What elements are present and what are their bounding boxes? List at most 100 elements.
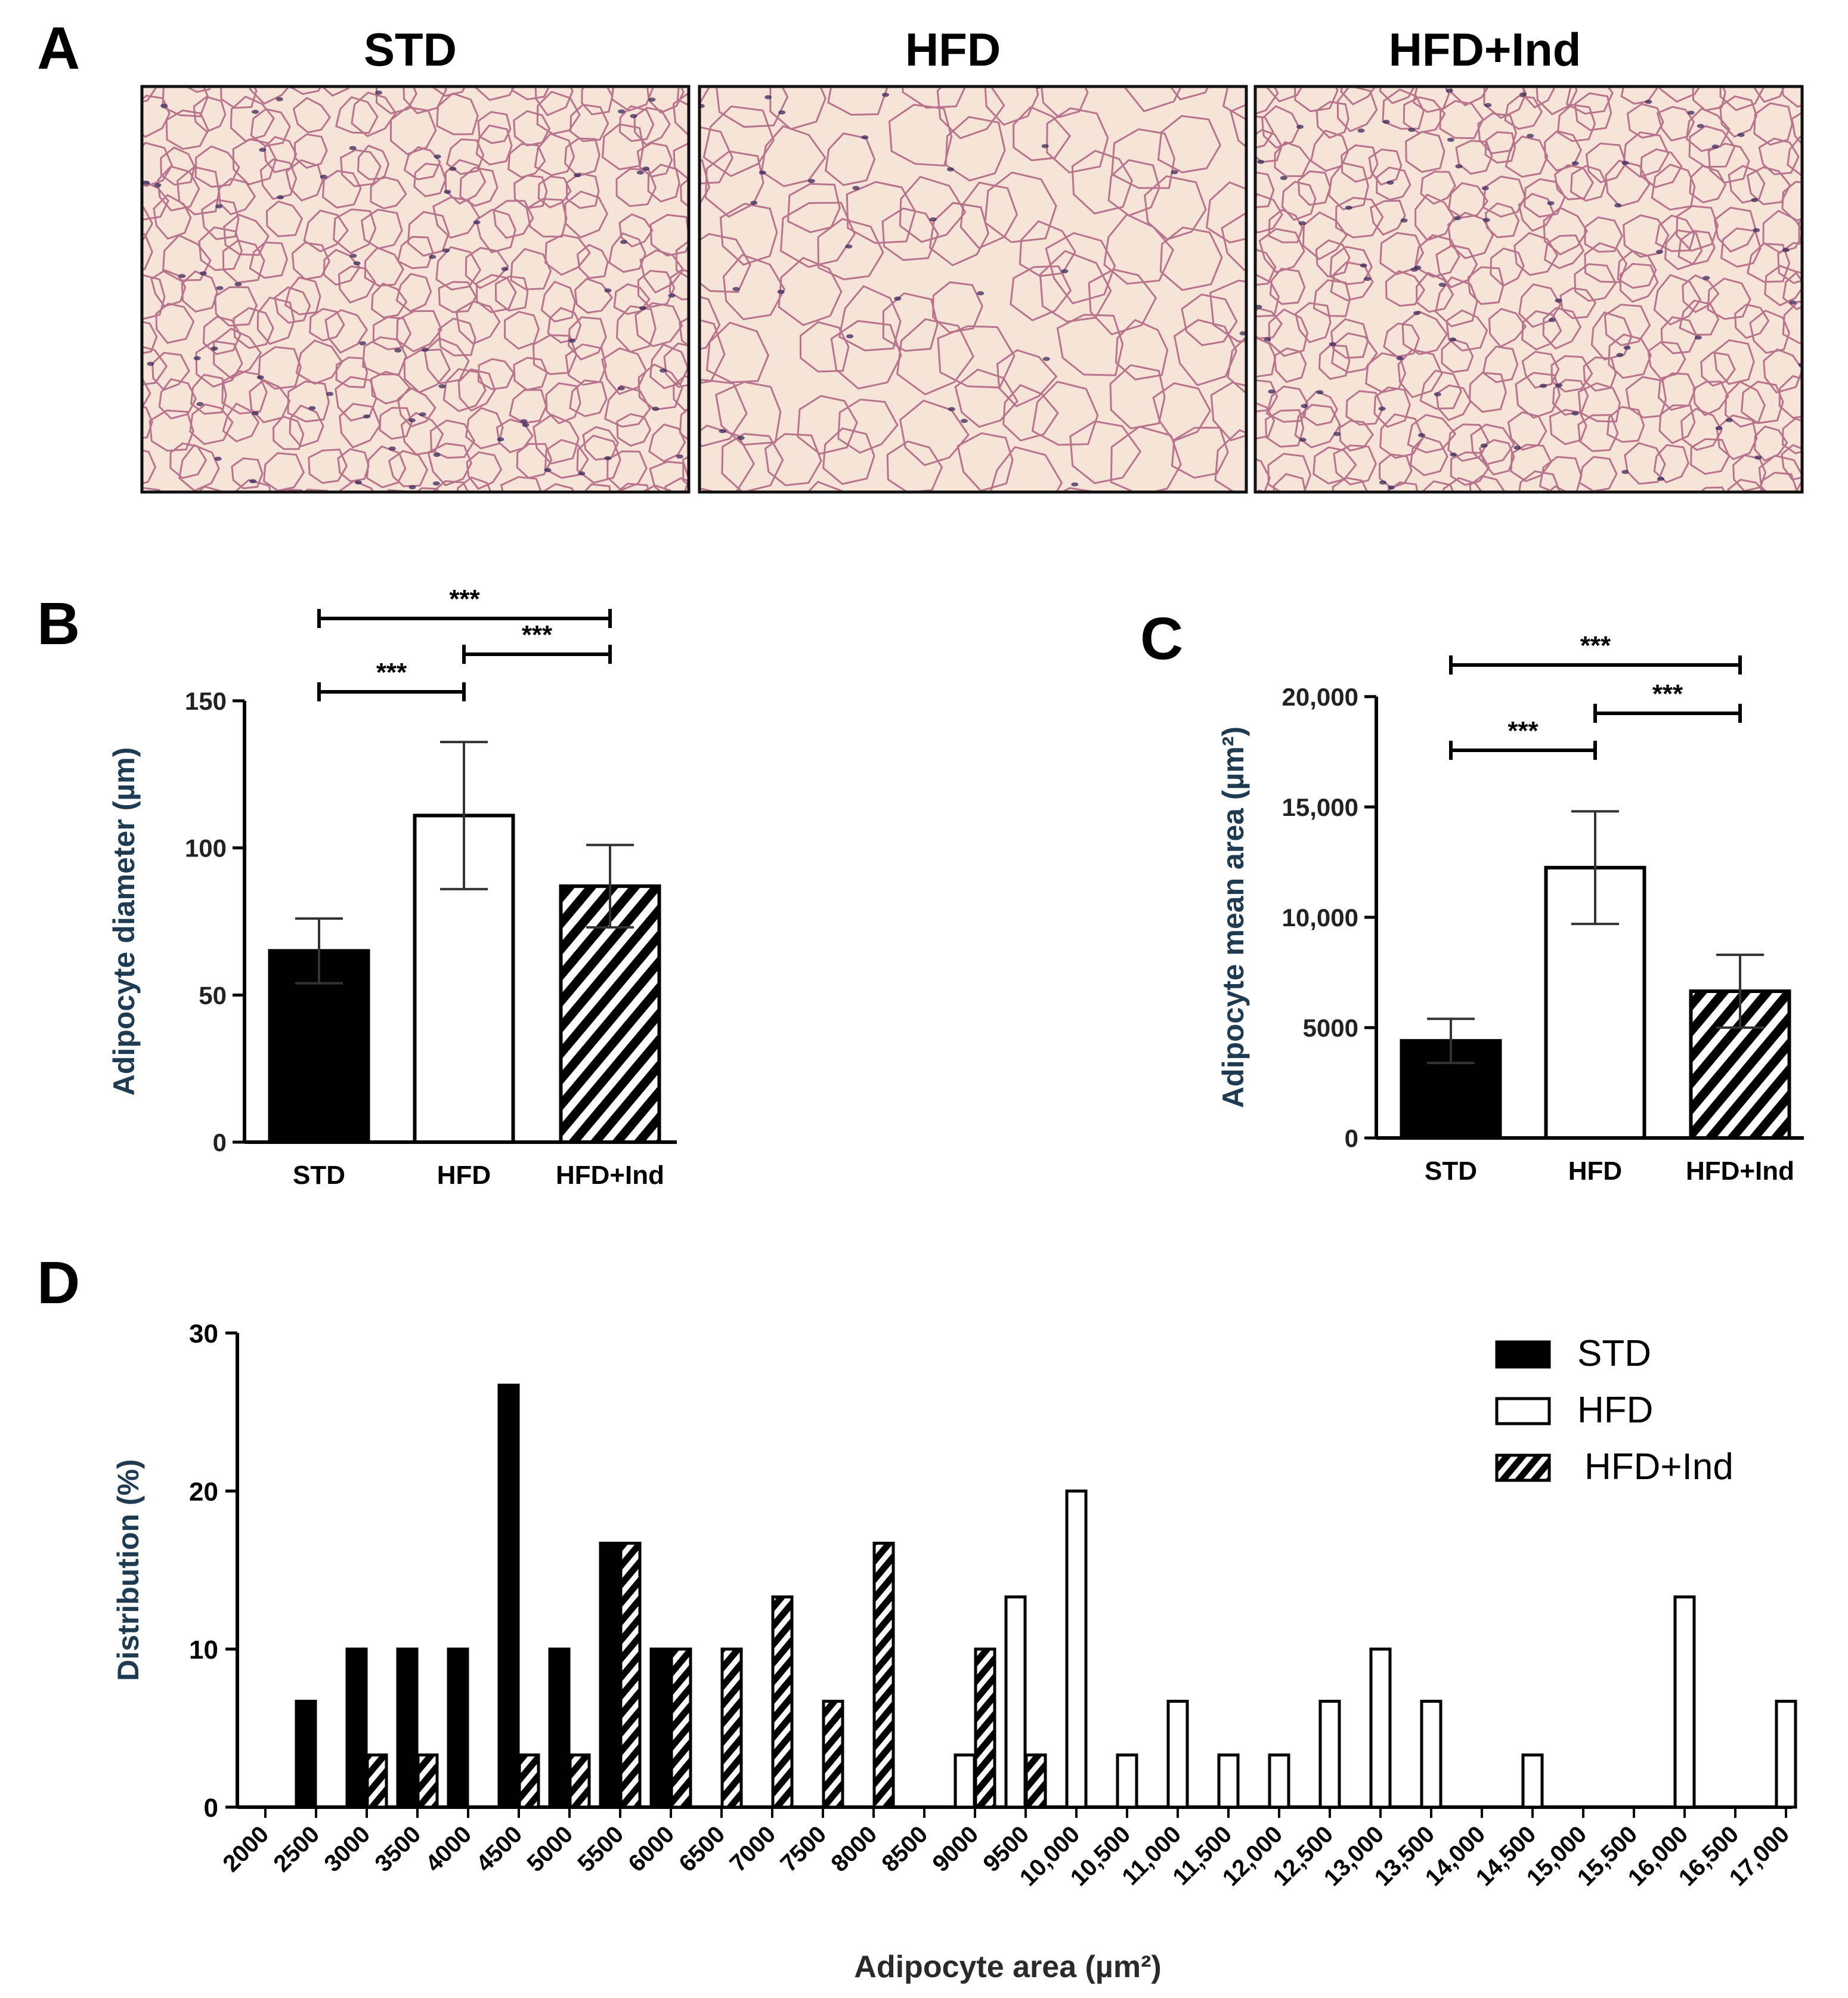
series-hfd-ind	[366, 1541, 1047, 1809]
significance-label: ***	[1652, 679, 1683, 709]
significance-bracket	[1449, 741, 1597, 760]
series-std	[295, 1383, 672, 1809]
bar-hfd-9500	[1004, 1595, 1027, 1809]
significance-label: ***	[1508, 716, 1539, 746]
bar-hfd-ind-7000	[771, 1595, 794, 1809]
legend: STD HFD HFD+Ind	[1495, 1333, 1734, 1487]
bar-hfd-10500	[1116, 1753, 1138, 1809]
y-tick-label: 50	[199, 981, 227, 1009]
adipocyte-cells	[699, 86, 1246, 492]
bar-hfd-ind-3500	[416, 1753, 439, 1809]
bar-hfd-ind-3000	[366, 1753, 388, 1809]
x-tick-label: 6500	[674, 1821, 730, 1877]
chart-c: 0 5000 10,000 15,000 20,000 Adipocyte mean ar…	[1216, 631, 1804, 1186]
error-bar-std	[1427, 1017, 1475, 1065]
chart-b: 0 50 100 150 Adipocyte diameter (µm) STD HFD HF…	[107, 584, 677, 1190]
bar-hfd-ind-6000	[670, 1647, 692, 1809]
bar-std-5000	[548, 1647, 571, 1809]
x-tick-label: 5500	[572, 1821, 629, 1877]
y-tick-label: 0	[213, 1128, 227, 1156]
y-tick-label: 15,000	[1282, 793, 1358, 821]
y-tick-label: 100	[185, 834, 227, 862]
x-axis-label: Adipocyte area (µm²)	[854, 1950, 1161, 1984]
x-tick-label-hfd: HFD	[1568, 1156, 1622, 1186]
error-bar-hfd	[440, 741, 488, 890]
bar-hfd-17000	[1775, 1699, 1797, 1809]
micrograph-background	[699, 86, 1246, 492]
micrograph-hfd	[698, 85, 1248, 494]
panel-b-letter: B	[37, 590, 80, 657]
y-axis-label: Distribution (%)	[112, 1459, 145, 1681]
bar-hfd-ind-5500	[619, 1541, 642, 1809]
significance-label: ***	[449, 584, 480, 614]
x-tick-label: 2000	[218, 1821, 274, 1877]
bar-hfd-ind-9500	[1024, 1753, 1047, 1809]
y-tick-label: 5000	[1303, 1014, 1358, 1042]
x-tick-label-hfd-ind: HFD+Ind	[556, 1161, 664, 1190]
x-tick-label-hfd-ind: HFD+Ind	[1686, 1156, 1794, 1186]
bar-hfd-ind-9000	[974, 1647, 996, 1809]
bar-std-5500	[599, 1541, 621, 1809]
legend-swatch-std	[1495, 1340, 1551, 1369]
micrograph-frame	[698, 85, 1248, 494]
y-tick-label: 0	[204, 1793, 218, 1823]
x-tick-label: 3500	[370, 1821, 426, 1877]
legend-swatch-hfd	[1495, 1397, 1551, 1425]
x-tick-label: 8500	[877, 1821, 933, 1877]
micrograph-frame	[140, 85, 691, 494]
y-tick-label: 30	[189, 1319, 218, 1349]
bar-std-4000	[447, 1647, 469, 1809]
x-tick-label: 7500	[775, 1821, 831, 1877]
image-title-hfd: HFD	[905, 23, 1001, 76]
y-tick-label: 0	[1345, 1124, 1358, 1152]
error-bar-std	[295, 917, 343, 985]
significance-label: ***	[522, 620, 553, 649]
significance-bracket	[317, 609, 612, 628]
x-tick-label: 4000	[420, 1821, 476, 1877]
panel-a-letter: A	[37, 15, 80, 82]
bar-hfd-ind	[559, 884, 661, 1145]
x-tick-label: 2500	[268, 1821, 324, 1877]
significance-label: ***	[1580, 631, 1611, 660]
bar-std-3000	[345, 1647, 368, 1809]
micrograph-hfd-ind	[1253, 85, 1804, 494]
bar-hfd-13500	[1420, 1699, 1443, 1809]
legend-label-hfd-ind: HFD+Ind	[1584, 1446, 1734, 1487]
x-tick-label: 9000	[927, 1821, 983, 1877]
legend-label-std: STD	[1577, 1333, 1651, 1374]
x-tick-label: 4500	[471, 1821, 527, 1877]
x-tick-label-std: STD	[293, 1161, 345, 1190]
bar-hfd-9000	[954, 1753, 976, 1809]
bar-hfd-10000	[1065, 1489, 1088, 1809]
bar-hfd-ind-6500	[720, 1647, 743, 1809]
bar-std-6000	[649, 1647, 672, 1809]
micrograph-group	[140, 85, 1804, 494]
image-title-std: STD	[364, 23, 457, 76]
y-tick-label: 10,000	[1282, 904, 1358, 932]
x-tick-label-hfd: HFD	[437, 1161, 491, 1190]
significance-bracket	[1449, 655, 1742, 675]
y-tick-label: 20	[189, 1477, 218, 1507]
legend-swatch-hfd-ind	[1495, 1453, 1551, 1482]
x-tick-label: 5000	[522, 1821, 578, 1877]
panel-a: A STD HFD HFD+Ind	[37, 15, 1804, 494]
bar-hfd-12500	[1318, 1699, 1341, 1809]
panel-d-letter: D	[37, 1249, 80, 1316]
bar-hfd-ind-7500	[822, 1699, 844, 1809]
bar-hfd-16000	[1673, 1595, 1696, 1809]
series-hfd	[954, 1489, 1797, 1809]
bar-hfd-11500	[1217, 1753, 1240, 1809]
y-axis-label: Adipocyte mean area (µm²)	[1216, 726, 1250, 1108]
panel-c-letter: C	[1140, 605, 1183, 672]
x-tick-label: 3000	[319, 1821, 375, 1877]
bar-hfd-14500	[1521, 1753, 1544, 1809]
y-tick-label: 150	[185, 687, 227, 715]
significance-label: ***	[376, 658, 407, 687]
x-tick-label: 6000	[623, 1821, 679, 1877]
image-title-hfd-ind: HFD+Ind	[1389, 23, 1581, 76]
significance-bracket	[462, 645, 612, 664]
nuclei	[143, 86, 683, 492]
bar-std-2500	[295, 1699, 317, 1809]
